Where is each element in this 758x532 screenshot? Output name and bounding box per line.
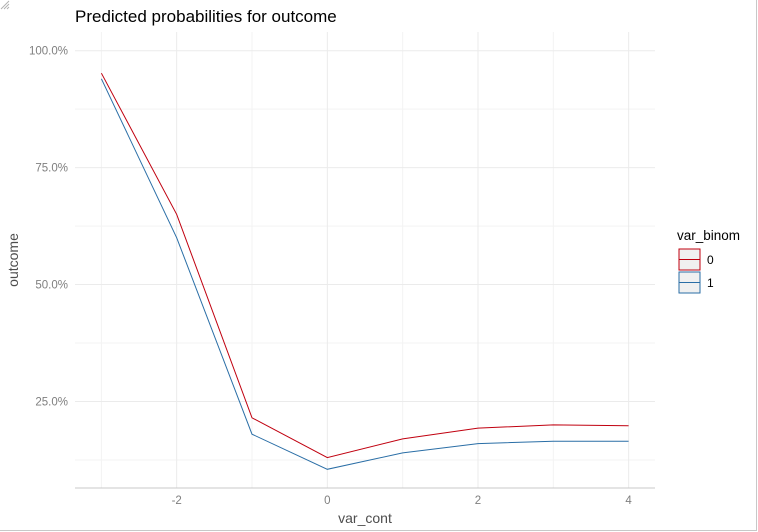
minor-gridlines (75, 32, 655, 488)
x-tick-label: 0 (324, 495, 330, 507)
y-tick-label: 75.0% (35, 163, 68, 175)
y-tick-label: 100.0% (29, 46, 68, 58)
legend-items: 01 (678, 248, 714, 294)
x-axis-label: var_cont (338, 510, 392, 526)
x-tick-labels: -2 0 2 4 (172, 495, 633, 507)
y-tick-label: 50.0% (35, 280, 68, 292)
chart-title: Predicted probabilities for outcome (75, 7, 337, 26)
series-lines (100, 72, 629, 470)
y-tick-label: 25.0% (35, 396, 68, 408)
legend-label-1: 1 (707, 276, 714, 290)
legend-title: var_binom (677, 228, 740, 243)
legend: var_binom 01 (677, 228, 740, 294)
x-tick-label: 2 (475, 495, 481, 507)
series-line-1 (100, 78, 629, 470)
series-line-0 (100, 72, 629, 459)
major-gridlines (75, 32, 655, 488)
y-tick-labels: 25.0% 50.0% 75.0% 100.0% (29, 46, 68, 409)
x-tick-label: -2 (172, 495, 182, 507)
legend-label-0: 0 (707, 253, 714, 267)
y-axis-label: outcome (5, 233, 21, 287)
x-tick-label: 4 (625, 495, 632, 507)
resize-grip-icon[interactable] (0, 0, 10, 10)
